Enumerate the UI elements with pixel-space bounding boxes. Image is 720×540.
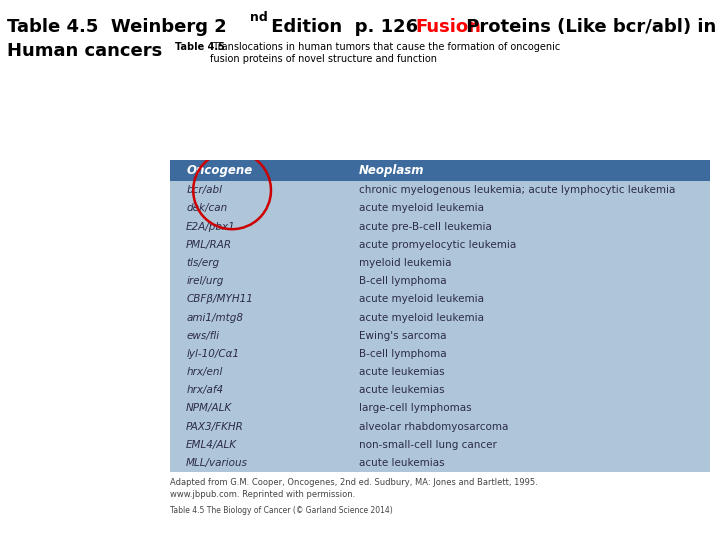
- FancyBboxPatch shape: [170, 160, 710, 472]
- Text: bcr/abl: bcr/abl: [186, 185, 222, 195]
- Text: Edition  p. 126: Edition p. 126: [265, 18, 437, 36]
- Text: PML/RAR: PML/RAR: [186, 240, 233, 250]
- Text: acute pre-B-cell leukemia: acute pre-B-cell leukemia: [359, 221, 492, 232]
- Text: irel/urg: irel/urg: [186, 276, 224, 286]
- Text: Neoplasm: Neoplasm: [359, 164, 425, 177]
- Text: nd: nd: [250, 11, 268, 24]
- Text: Human cancers: Human cancers: [7, 42, 162, 60]
- Text: tls/erg: tls/erg: [186, 258, 220, 268]
- Text: CBFβ/MYH11: CBFβ/MYH11: [186, 294, 253, 305]
- Text: EML4/ALK: EML4/ALK: [186, 440, 237, 450]
- Text: Oncogene: Oncogene: [186, 164, 253, 177]
- Text: acute myeloid leukemia: acute myeloid leukemia: [359, 204, 484, 213]
- Text: hrx/enl: hrx/enl: [186, 367, 222, 377]
- Text: Table 4.5  Weinberg 2: Table 4.5 Weinberg 2: [7, 18, 227, 36]
- Text: Fusion: Fusion: [415, 18, 481, 36]
- Text: chronic myelogenous leukemia; acute lymphocytic leukemia: chronic myelogenous leukemia; acute lymp…: [359, 185, 675, 195]
- Text: PAX3/FKHR: PAX3/FKHR: [186, 422, 244, 431]
- Text: acute myeloid leukemia: acute myeloid leukemia: [359, 313, 484, 322]
- Text: www.jbpub.com. Reprinted with permission.: www.jbpub.com. Reprinted with permission…: [170, 490, 355, 499]
- Text: acute promyelocytic leukemia: acute promyelocytic leukemia: [359, 240, 516, 250]
- Text: non-small-cell lung cancer: non-small-cell lung cancer: [359, 440, 497, 450]
- Text: Table 4.5 The Biology of Cancer (© Garland Science 2014): Table 4.5 The Biology of Cancer (© Garla…: [170, 506, 392, 515]
- Text: B-cell lymphoma: B-cell lymphoma: [359, 349, 446, 359]
- Text: Adapted from G.M. Cooper, Oncogenes, 2nd ed. Sudbury, MA: Jones and Bartlett, 19: Adapted from G.M. Cooper, Oncogenes, 2nd…: [170, 478, 538, 487]
- Text: NPM/ALK: NPM/ALK: [186, 403, 233, 414]
- Text: MLL/various: MLL/various: [186, 458, 248, 468]
- Text: alveolar rhabdomyosarcoma: alveolar rhabdomyosarcoma: [359, 422, 508, 431]
- Text: Proteins (Like bcr/abl) in Specific: Proteins (Like bcr/abl) in Specific: [460, 18, 720, 36]
- FancyBboxPatch shape: [170, 160, 710, 181]
- Text: dek/can: dek/can: [186, 204, 228, 213]
- Text: large-cell lymphomas: large-cell lymphomas: [359, 403, 472, 414]
- Text: B-cell lymphoma: B-cell lymphoma: [359, 276, 446, 286]
- Text: Ewing's sarcoma: Ewing's sarcoma: [359, 330, 446, 341]
- Text: Translocations in human tumors that cause the formation of oncogenic
fusion prot: Translocations in human tumors that caus…: [210, 42, 560, 64]
- Text: ews/fli: ews/fli: [186, 330, 220, 341]
- Text: acute leukemias: acute leukemias: [359, 385, 445, 395]
- Text: myeloid leukemia: myeloid leukemia: [359, 258, 451, 268]
- Text: acute myeloid leukemia: acute myeloid leukemia: [359, 294, 484, 305]
- Text: Table 4.5: Table 4.5: [175, 42, 225, 52]
- Text: hrx/af4: hrx/af4: [186, 385, 223, 395]
- Text: ami1/mtg8: ami1/mtg8: [186, 313, 243, 322]
- Text: acute leukemias: acute leukemias: [359, 458, 445, 468]
- Text: E2A/pbx1: E2A/pbx1: [186, 221, 236, 232]
- Text: lyl-10/Cα1: lyl-10/Cα1: [186, 349, 239, 359]
- Text: acute leukemias: acute leukemias: [359, 367, 445, 377]
